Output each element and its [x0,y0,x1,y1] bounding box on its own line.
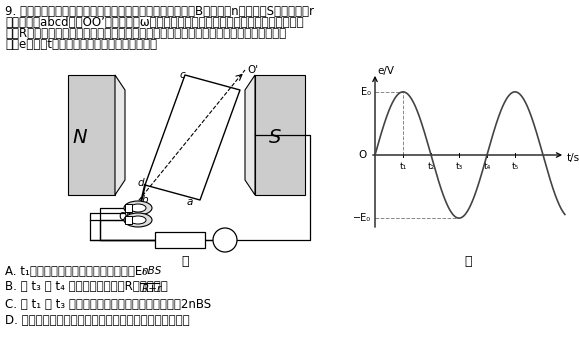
Text: t₅: t₅ [511,162,519,171]
Text: R+r: R+r [141,284,162,294]
Text: t/s: t/s [567,153,579,163]
Ellipse shape [124,213,152,227]
Text: e/V: e/V [377,66,394,76]
Text: b: b [142,195,149,205]
Polygon shape [115,75,125,195]
Text: t₄: t₄ [483,162,490,171]
Text: 动势e随时间t变化的图像，下列说法中正确的是: 动势e随时间t变化的图像，下列说法中正确的是 [5,38,157,51]
Text: t₁: t₁ [400,162,406,171]
Text: O': O' [118,212,129,222]
Text: B. 从 t₃ 到 t₄ 这段时间通过电阔R的电荷量为: B. 从 t₃ 到 t₄ 这段时间通过电阔R的电荷量为 [5,280,168,293]
Text: d: d [138,178,145,188]
Polygon shape [68,75,115,195]
Text: 乙: 乙 [464,255,472,268]
Ellipse shape [130,216,146,224]
Text: O': O' [247,65,258,75]
Text: N: N [73,128,87,147]
Text: nBS: nBS [141,266,162,276]
Polygon shape [255,75,305,195]
Text: c: c [179,70,185,80]
Polygon shape [125,204,132,212]
Text: t₂: t₂ [427,162,435,171]
Text: D. 图乙中的零时刻线圈所处位置可能对应甲图中所示位置: D. 图乙中的零时刻线圈所处位置可能对应甲图中所示位置 [5,314,190,327]
Text: t₃: t₃ [455,162,463,171]
FancyBboxPatch shape [155,232,205,248]
Text: E₀: E₀ [361,87,371,97]
Text: O: O [359,150,367,160]
Polygon shape [125,216,132,224]
Text: 电阔R形成闭合电路，回路中接有一理想交流电流表，图乙是线圈转动过程中产生的感应电: 电阔R形成闭合电路，回路中接有一理想交流电流表，图乙是线圈转动过程中产生的感应电 [5,27,286,40]
Text: C. 从 t₁ 到 t₃ 这段时间穿过线圈磁通量的变化量为2nBS: C. 从 t₁ 到 t₃ 这段时间穿过线圈磁通量的变化量为2nBS [5,298,211,311]
Text: 9. 图甲为一交流发电机的示意图，匀强磁场的磁感应强度为B，匭数为n，面积为S，总电阔为r: 9. 图甲为一交流发电机的示意图，匀强磁场的磁感应强度为B，匭数为n，面积为S，… [5,5,314,18]
Text: −E₀: −E₀ [353,213,371,223]
Circle shape [213,228,237,252]
Text: 的矩形线圈abcd绕轴OO’做角速度为ω的匀速转动，矩形线圈在转动中始终保持和外电路: 的矩形线圈abcd绕轴OO’做角速度为ω的匀速转动，矩形线圈在转动中始终保持和外… [5,16,303,29]
Text: 甲: 甲 [181,255,189,268]
Text: S: S [269,128,281,147]
Ellipse shape [130,204,146,212]
Polygon shape [245,75,255,195]
Text: A. t₁时刻穿过线圈的磁通量的变化率为E₀: A. t₁时刻穿过线圈的磁通量的变化率为E₀ [5,265,147,278]
Ellipse shape [124,201,152,215]
Text: a: a [187,197,193,207]
